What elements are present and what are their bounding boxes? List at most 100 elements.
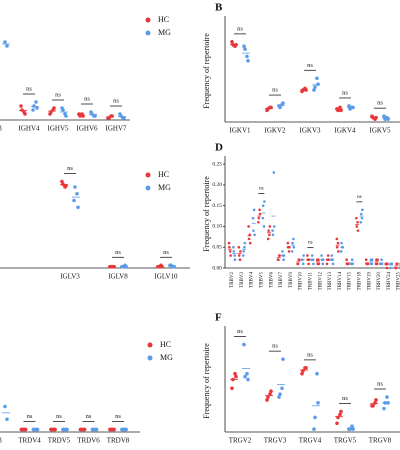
- legend-marker: [145, 17, 151, 23]
- legend-marker: [147, 355, 153, 361]
- data-point: [277, 104, 281, 108]
- data-point: [350, 258, 354, 261]
- data-point: [315, 76, 319, 81]
- data-point: [233, 371, 237, 376]
- data-point: [359, 212, 363, 216]
- data-point: [266, 237, 270, 241]
- data-point: [330, 254, 334, 257]
- data-point: [5, 44, 9, 48]
- x-tick-label: IGKV3: [300, 127, 321, 135]
- data-point: [232, 250, 236, 253]
- data-point: [52, 106, 56, 110]
- data-point: [265, 108, 269, 113]
- data-point: [361, 208, 364, 212]
- data-point: [93, 114, 97, 118]
- data-point: [347, 104, 351, 108]
- data-point: [351, 427, 355, 431]
- data-point: [168, 263, 172, 268]
- x-tick-label: TRGV4: [299, 437, 322, 445]
- data-point: [355, 225, 359, 228]
- data-point: [338, 105, 342, 110]
- panel-label: D: [215, 142, 223, 154]
- data-point: [257, 216, 261, 220]
- data-point: [297, 258, 301, 261]
- data-point: [242, 250, 245, 253]
- data-point: [374, 398, 378, 402]
- data-point: [265, 398, 269, 402]
- significance-label: ns: [342, 395, 348, 402]
- data-point: [385, 395, 389, 399]
- y-axis-label: Frequency of repertoire: [202, 176, 211, 252]
- x-tick-label: IGHV6: [77, 125, 98, 133]
- data-point: [269, 389, 273, 394]
- significance-label: ns: [308, 241, 313, 246]
- data-point: [306, 254, 309, 257]
- data-point: [261, 204, 265, 207]
- data-point: [48, 112, 52, 116]
- data-point: [320, 254, 323, 257]
- data-point: [243, 47, 247, 51]
- data-point: [230, 40, 234, 44]
- data-point: [268, 233, 271, 237]
- data-point: [233, 258, 237, 261]
- data-point: [272, 225, 276, 228]
- x-tick-label: TRBV20: [377, 272, 382, 291]
- data-point: [280, 386, 284, 391]
- data-point: [282, 258, 285, 261]
- data-point: [122, 116, 126, 120]
- legend-label: HC: [158, 170, 169, 179]
- significance-label: ns: [67, 165, 73, 172]
- significance-label: ns: [56, 413, 62, 420]
- data-point: [251, 216, 255, 220]
- data-point: [118, 112, 122, 116]
- data-point: [72, 198, 76, 203]
- data-point: [382, 406, 386, 411]
- data-point: [313, 85, 317, 89]
- x-tick-label: TRBV9: [289, 272, 294, 288]
- x-tick-label: IGKV5: [370, 127, 391, 135]
- data-point: [395, 262, 399, 266]
- data-point: [347, 427, 351, 431]
- x-tick-label: TRBV14: [338, 272, 343, 291]
- data-point: [261, 216, 265, 220]
- significance-label: ns: [259, 187, 264, 192]
- data-point: [310, 254, 314, 257]
- x-tick-label: TRDV5: [48, 437, 71, 445]
- data-point: [370, 258, 374, 261]
- data-point: [230, 386, 234, 391]
- data-point: [292, 237, 295, 241]
- legend-label: MG: [158, 183, 171, 192]
- data-point: [60, 106, 64, 110]
- data-point: [345, 258, 348, 261]
- data-point: [258, 208, 261, 212]
- data-point: [376, 258, 379, 261]
- data-point: [281, 357, 285, 361]
- significance-label: ns: [377, 100, 383, 107]
- data-point: [253, 233, 256, 237]
- data-point: [374, 262, 378, 266]
- data-point: [290, 250, 294, 253]
- data-point: [278, 392, 282, 396]
- data-point: [266, 395, 270, 399]
- data-point: [335, 245, 339, 249]
- y-tick-label: 0.10: [212, 224, 222, 230]
- y-axis-label: Frequency of repertoire: [202, 33, 211, 109]
- significance-label: ns: [113, 97, 119, 104]
- data-point: [312, 262, 315, 266]
- data-point: [276, 258, 280, 261]
- data-point: [32, 104, 36, 108]
- y-tick-label: 0.05: [212, 244, 222, 250]
- significance-label: ns: [377, 381, 383, 388]
- data-point: [286, 241, 290, 245]
- data-point: [317, 262, 321, 266]
- data-point: [247, 237, 251, 241]
- data-point: [388, 266, 392, 270]
- significance-label: ns: [342, 89, 348, 96]
- data-point: [23, 112, 27, 116]
- data-point: [370, 114, 374, 118]
- significance-label: ns: [115, 413, 121, 420]
- data-point: [243, 241, 247, 245]
- data-point: [243, 245, 246, 249]
- data-point: [242, 342, 246, 347]
- legend-label: MG: [158, 28, 171, 37]
